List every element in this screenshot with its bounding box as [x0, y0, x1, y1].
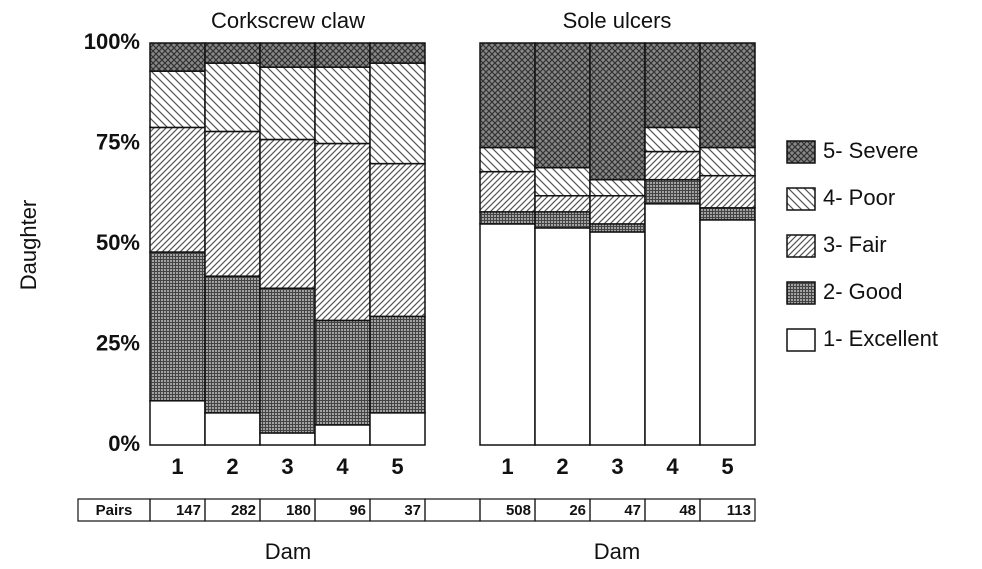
- x-tick-label: 4: [336, 454, 349, 479]
- y-tick-label: 0%: [108, 431, 140, 456]
- bar-segment: [204, 62, 261, 133]
- y-tick-label: 50%: [96, 230, 140, 255]
- table-cell: [77, 498, 151, 522]
- legend-label: 4- Poor: [823, 185, 895, 210]
- x-axis-label: Dam: [594, 539, 640, 564]
- bar-segment: [699, 219, 756, 446]
- x-tick-label: 5: [391, 454, 403, 479]
- pairs-value: 96: [349, 502, 366, 519]
- bar-segment: [534, 211, 591, 229]
- bar-segment: [644, 42, 701, 129]
- y-axis-label: Daughter: [16, 200, 41, 291]
- bar-segment: [314, 66, 371, 145]
- y-tick-label: 25%: [96, 330, 140, 355]
- legend-swatch: [786, 187, 816, 211]
- bar-segment: [644, 203, 701, 446]
- bar-segment: [644, 126, 701, 153]
- bar-segment: [644, 150, 701, 181]
- bar-segment: [534, 166, 591, 197]
- y-tick-label: 100%: [84, 29, 140, 54]
- x-tick-label: 3: [281, 454, 293, 479]
- bar-segment: [479, 42, 536, 149]
- pairs-value: 180: [286, 502, 311, 519]
- legend-label: 2- Good: [823, 279, 903, 304]
- bar-segment: [259, 42, 316, 68]
- bar-segment: [314, 424, 371, 446]
- bar-segment: [699, 42, 756, 149]
- bar-segment: [259, 138, 316, 289]
- bar-segment: [204, 42, 261, 64]
- bar-segment: [149, 42, 206, 72]
- bar-segment: [204, 275, 261, 414]
- bar-segment: [699, 207, 756, 221]
- bar-segment: [589, 231, 646, 446]
- table-cell: [699, 498, 756, 522]
- pairs-value: 508: [506, 502, 531, 519]
- bar-segment: [314, 142, 371, 322]
- legend-swatch: [786, 328, 816, 352]
- x-tick-label: 2: [226, 454, 238, 479]
- bar-segment: [259, 432, 316, 446]
- bar-segment: [479, 211, 536, 225]
- bar-segment: [589, 223, 646, 233]
- pairs-value: 37: [404, 502, 421, 519]
- bar-segment: [369, 42, 426, 64]
- bar-segment: [369, 162, 426, 318]
- bar-segment: [369, 315, 426, 414]
- pairs-value: 147: [176, 502, 201, 519]
- x-tick-label: 5: [721, 454, 733, 479]
- bar-segment: [259, 287, 316, 434]
- table-cell: [424, 498, 481, 522]
- bar-segment: [204, 130, 261, 277]
- pairs-value: 113: [727, 502, 751, 519]
- x-tick-label: 1: [171, 454, 183, 479]
- bar-segment: [534, 195, 591, 213]
- bar-segment: [589, 178, 646, 197]
- legend-label: 5- Severe: [823, 138, 918, 163]
- bar-segment: [369, 412, 426, 446]
- bar-segment: [314, 42, 371, 68]
- pairs-value: 47: [624, 502, 641, 519]
- pairs-label: Pairs: [96, 502, 133, 519]
- bar-segment: [644, 178, 701, 205]
- legend-label: 1- Excellent: [823, 326, 938, 351]
- pairs-value: 282: [231, 502, 256, 519]
- x-tick-label: 2: [556, 454, 568, 479]
- legend-swatch: [786, 140, 816, 164]
- y-tick-label: 75%: [96, 129, 140, 154]
- pairs-value: 26: [569, 502, 586, 519]
- bar-segment: [699, 146, 756, 177]
- bar-segment: [699, 174, 756, 209]
- bar-segment: [149, 126, 206, 253]
- bar-segment: [589, 42, 646, 181]
- legend-swatch: [786, 234, 816, 258]
- x-axis-label: Dam: [265, 539, 311, 564]
- bar-segment: [369, 62, 426, 165]
- bar-segment: [204, 412, 261, 446]
- bar-segment: [314, 319, 371, 426]
- legend-swatch: [786, 281, 816, 305]
- legend-label: 3- Fair: [823, 232, 887, 257]
- x-tick-label: 1: [501, 454, 513, 479]
- bar-segment: [479, 170, 536, 213]
- bar-segment: [479, 146, 536, 173]
- bar-segment: [479, 223, 536, 446]
- x-tick-label: 4: [666, 454, 679, 479]
- chart-title: Corkscrew claw: [211, 8, 365, 33]
- bar-segment: [149, 70, 206, 129]
- bar-segment: [149, 400, 206, 446]
- bar-segment: [259, 66, 316, 141]
- bar-segment: [534, 227, 591, 446]
- pairs-value: 48: [679, 502, 696, 519]
- bar-segment: [534, 42, 591, 169]
- bar-segment: [149, 251, 206, 402]
- bar-segment: [589, 195, 646, 225]
- x-tick-label: 3: [611, 454, 623, 479]
- chart-title: Sole ulcers: [563, 8, 672, 33]
